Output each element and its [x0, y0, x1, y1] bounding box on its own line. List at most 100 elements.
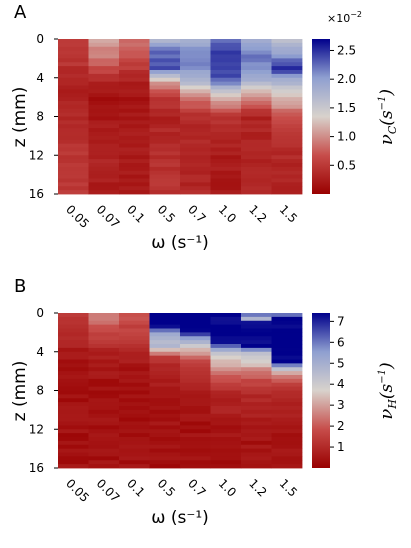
panel-a-cell [58, 39, 89, 44]
panel-b-cell [210, 359, 242, 364]
panel-b-cell [58, 390, 89, 395]
panel-b-cell [180, 332, 211, 337]
panel-b-cell [119, 340, 150, 345]
panel-b-cell [149, 378, 181, 384]
panel-a-cell [119, 143, 150, 148]
panel-b-cell [180, 398, 211, 403]
panel-b-cell [271, 313, 303, 318]
panel-a-cell [119, 178, 150, 183]
panel-b-cell [210, 437, 242, 442]
panel-b-cell [241, 402, 272, 407]
panel-a-cell [58, 104, 89, 110]
panel-a-colorbar-tick-label: 1.5 [337, 101, 356, 115]
panel-a-cell [271, 139, 303, 145]
panel-b-cell [241, 440, 272, 446]
panel-a-cell [119, 97, 150, 102]
panel-a-cell [149, 108, 181, 114]
panel-a-cell [58, 62, 89, 67]
panel-a-cell [88, 132, 120, 137]
panel-b-y-axis-label: z (mm) [10, 361, 30, 422]
panel-b-cell [180, 371, 211, 376]
panel-a-cell [241, 178, 272, 183]
panel-a-cell [58, 163, 89, 168]
panel-a-cell [58, 54, 89, 59]
panel-a-cell [119, 120, 150, 125]
panel-a-cell [149, 54, 181, 59]
panel-b-cell [58, 394, 89, 399]
panel-a-cell [271, 58, 303, 63]
panel-b-cell [88, 359, 120, 364]
panel-b-cell [119, 460, 150, 465]
panel-b-cell [271, 371, 303, 376]
panel-a-cell [119, 73, 150, 79]
panel-a-cell [210, 66, 242, 71]
panel-a-cell [58, 81, 89, 86]
panel-a-cell [271, 66, 303, 71]
panel-b-cell [119, 444, 150, 450]
panel-b-cell [88, 344, 120, 349]
panel-a-cell [88, 70, 120, 75]
panel-a-cell [149, 135, 181, 141]
panel-a-cell [58, 50, 89, 55]
panel-a-cell [119, 159, 150, 164]
panel-b-cell [119, 433, 150, 438]
panel-b-cell [149, 386, 181, 391]
panel-a-cell [58, 178, 89, 183]
panel-a-cell [149, 147, 181, 152]
panel-b-cell [88, 398, 120, 403]
panel-a-cell [88, 54, 120, 59]
panel-b-x-tick-label: 1.5 [277, 476, 300, 499]
panel-b-cell [271, 394, 303, 399]
panel-b-y-tick-label: 0 [36, 306, 44, 320]
panel-b-cell [241, 355, 272, 360]
panel-b-cell [149, 340, 181, 345]
panel-a-cell [88, 182, 120, 187]
panel-a-cell [58, 151, 89, 156]
panel-b-cell [88, 429, 120, 434]
panel-a-cell [58, 132, 89, 137]
panel-a-cell [58, 42, 89, 48]
panel-a-cell [119, 89, 150, 94]
panel-b-cell [271, 448, 303, 453]
panel-b-cell [119, 332, 150, 337]
panel-a-cell [149, 46, 181, 52]
panel-b-cell [241, 378, 272, 384]
panel-a-cell [271, 186, 303, 191]
panel-a-cell [119, 155, 150, 160]
panel-a-y-tick-label: 4 [36, 71, 44, 85]
panel-b-cell [58, 386, 89, 391]
panel-a-cell [210, 139, 242, 145]
panel-a-cell [119, 170, 150, 176]
panel-a-cell [149, 81, 181, 86]
panel-a-cell [88, 151, 120, 156]
panel-a-cell [271, 190, 303, 195]
panel-b-cell [271, 409, 303, 415]
panel-b-cell [88, 448, 120, 453]
panel-a-cell [58, 66, 89, 71]
panel-a-cell [210, 62, 242, 67]
panel-a-cell [241, 104, 272, 110]
panel-a-cell [271, 50, 303, 55]
panel-b-cell [58, 355, 89, 360]
panel-b-cell [210, 313, 242, 318]
panel-a-cell [271, 81, 303, 86]
panel-b-cell [88, 433, 120, 438]
panel-a-cell [180, 178, 211, 183]
panel-b-cell [271, 464, 303, 469]
panel-a-cell [210, 128, 242, 133]
panel-b-cell [241, 367, 272, 372]
panel-b-cell [88, 413, 120, 419]
panel-b-cell [241, 421, 272, 426]
panel-a-cell [210, 89, 242, 94]
panel-b-cell [149, 456, 181, 461]
panel-b-cell [88, 324, 120, 329]
panel-a-cell [149, 112, 181, 117]
panel-b-cell [271, 425, 303, 430]
panel-a-y-axis-label: z (mm) [10, 87, 30, 148]
panel-b-cell [180, 367, 211, 372]
panel-a-cell [180, 104, 211, 110]
panel-b-cell [149, 328, 181, 333]
panel-b-cell [210, 336, 242, 341]
panel-b-cell [119, 437, 150, 442]
panel-a-cell [210, 101, 242, 106]
